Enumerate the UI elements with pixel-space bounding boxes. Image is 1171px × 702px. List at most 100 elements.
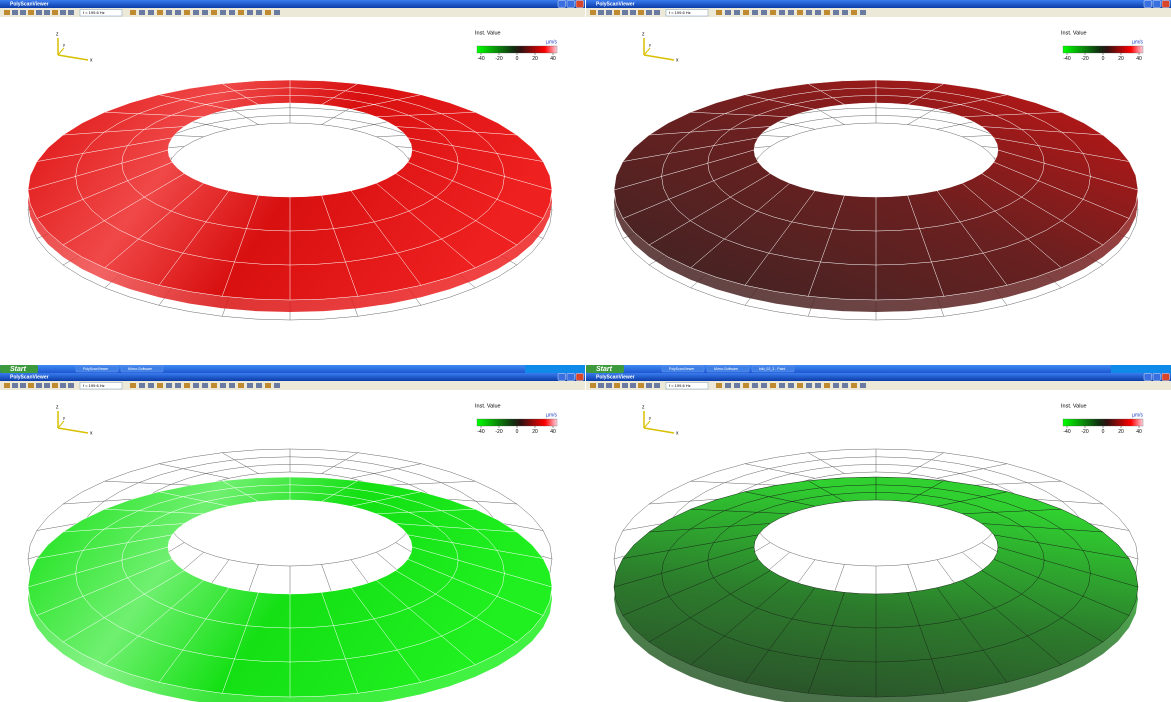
toolbar-button[interactable] xyxy=(220,10,226,15)
toolbar-button[interactable] xyxy=(12,383,18,388)
toolbar-button[interactable] xyxy=(743,10,749,15)
window-button[interactable] xyxy=(567,374,575,381)
toolbar-button[interactable] xyxy=(202,10,208,15)
toolbar-button[interactable] xyxy=(265,383,271,388)
toolbar-button[interactable] xyxy=(806,383,812,388)
window-button[interactable] xyxy=(576,1,584,8)
toolbar-button[interactable] xyxy=(788,383,794,388)
toolbar-button[interactable] xyxy=(148,383,154,388)
window-button[interactable] xyxy=(567,1,575,8)
toolbar-button[interactable] xyxy=(256,10,262,15)
toolbar-button[interactable] xyxy=(12,10,18,15)
toolbar-button[interactable] xyxy=(274,10,280,15)
toolbar-button[interactable] xyxy=(60,383,66,388)
toolbar-button[interactable] xyxy=(184,383,190,388)
toolbar-button[interactable] xyxy=(229,383,235,388)
window-button[interactable] xyxy=(1153,1,1161,8)
window-button[interactable] xyxy=(1153,374,1161,381)
toolbar-button[interactable] xyxy=(824,383,830,388)
toolbar-button[interactable] xyxy=(139,383,145,388)
toolbar-button[interactable] xyxy=(716,383,722,388)
toolbar-button[interactable] xyxy=(646,10,652,15)
toolbar-button[interactable] xyxy=(598,10,604,15)
toolbar-button[interactable] xyxy=(761,383,767,388)
toolbar-button[interactable] xyxy=(184,10,190,15)
toolbar-button[interactable] xyxy=(630,383,636,388)
toolbar-button[interactable] xyxy=(130,10,136,15)
toolbar-button[interactable] xyxy=(860,10,866,15)
toolbar-button[interactable] xyxy=(238,383,244,388)
toolbar-button[interactable] xyxy=(4,383,10,388)
toolbar-button[interactable] xyxy=(52,10,58,15)
toolbar-button[interactable] xyxy=(842,10,848,15)
toolbar-button[interactable] xyxy=(779,383,785,388)
toolbar-button[interactable] xyxy=(598,383,604,388)
window-button[interactable] xyxy=(558,1,566,8)
toolbar-button[interactable] xyxy=(716,10,722,15)
toolbar-button[interactable] xyxy=(824,10,830,15)
toolbar-button[interactable] xyxy=(274,383,280,388)
toolbar-button[interactable] xyxy=(646,383,652,388)
toolbar-button[interactable] xyxy=(734,383,740,388)
toolbar-button[interactable] xyxy=(654,10,660,15)
toolbar-button[interactable] xyxy=(860,383,866,388)
toolbar-button[interactable] xyxy=(28,10,34,15)
toolbar-button[interactable] xyxy=(166,10,172,15)
window-button[interactable] xyxy=(1144,1,1152,8)
toolbar-button[interactable] xyxy=(20,383,26,388)
toolbar-button[interactable] xyxy=(220,383,226,388)
toolbar-button[interactable] xyxy=(256,383,262,388)
toolbar-button[interactable] xyxy=(36,10,42,15)
toolbar-button[interactable] xyxy=(654,383,660,388)
toolbar-button[interactable] xyxy=(229,10,235,15)
toolbar-button[interactable] xyxy=(770,383,776,388)
window-button[interactable] xyxy=(1162,374,1170,381)
toolbar-button[interactable] xyxy=(606,383,612,388)
toolbar-button[interactable] xyxy=(52,383,58,388)
toolbar-button[interactable] xyxy=(139,10,145,15)
toolbar-button[interactable] xyxy=(211,10,217,15)
toolbar-button[interactable] xyxy=(44,383,50,388)
toolbar-button[interactable] xyxy=(193,383,199,388)
window-button[interactable] xyxy=(1162,1,1170,8)
toolbar-button[interactable] xyxy=(833,10,839,15)
toolbar-button[interactable] xyxy=(606,10,612,15)
toolbar-button[interactable] xyxy=(68,383,74,388)
toolbar-button[interactable] xyxy=(148,10,154,15)
toolbar-button[interactable] xyxy=(638,383,644,388)
toolbar-button[interactable] xyxy=(779,10,785,15)
window-button[interactable] xyxy=(558,374,566,381)
window-button[interactable] xyxy=(1144,374,1152,381)
toolbar-button[interactable] xyxy=(833,383,839,388)
toolbar-button[interactable] xyxy=(614,383,620,388)
toolbar-button[interactable] xyxy=(842,383,848,388)
toolbar-button[interactable] xyxy=(68,10,74,15)
toolbar-button[interactable] xyxy=(60,10,66,15)
toolbar-button[interactable] xyxy=(130,383,136,388)
toolbar-button[interactable] xyxy=(238,10,244,15)
toolbar-button[interactable] xyxy=(4,10,10,15)
toolbar-button[interactable] xyxy=(622,383,628,388)
toolbar-button[interactable] xyxy=(761,10,767,15)
window-button[interactable] xyxy=(576,374,584,381)
toolbar-button[interactable] xyxy=(622,10,628,15)
toolbar-button[interactable] xyxy=(752,10,758,15)
toolbar-button[interactable] xyxy=(28,383,34,388)
toolbar-button[interactable] xyxy=(175,10,181,15)
toolbar-button[interactable] xyxy=(175,383,181,388)
toolbar-button[interactable] xyxy=(166,383,172,388)
toolbar-button[interactable] xyxy=(247,383,253,388)
toolbar-button[interactable] xyxy=(193,10,199,15)
toolbar-button[interactable] xyxy=(851,383,857,388)
toolbar-button[interactable] xyxy=(590,10,596,15)
toolbar-button[interactable] xyxy=(725,10,731,15)
toolbar-button[interactable] xyxy=(20,10,26,15)
toolbar-button[interactable] xyxy=(851,10,857,15)
toolbar-button[interactable] xyxy=(44,10,50,15)
toolbar-button[interactable] xyxy=(797,10,803,15)
toolbar-button[interactable] xyxy=(202,383,208,388)
toolbar-button[interactable] xyxy=(788,10,794,15)
toolbar-button[interactable] xyxy=(815,383,821,388)
toolbar-button[interactable] xyxy=(752,383,758,388)
toolbar-button[interactable] xyxy=(265,10,271,15)
